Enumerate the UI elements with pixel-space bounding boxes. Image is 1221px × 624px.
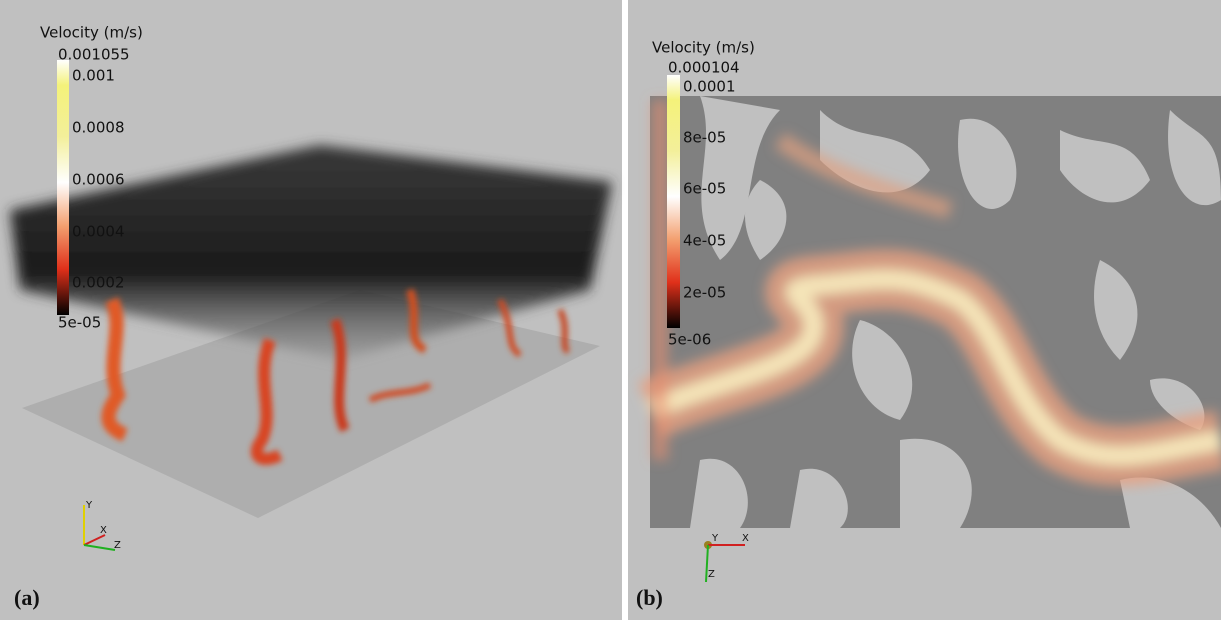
axis-label: Y [85,500,93,511]
colorbar-tick: 2e-05 [683,284,726,302]
colorbar-min-label: 5e-05 [58,314,101,332]
colorbar-tick: 0.0006 [72,171,125,189]
colorbar [667,75,680,328]
figure: Velocity (m/s) 0.001055 0.001 0.0008 0.0… [0,0,1221,620]
axis-label: Y [711,533,719,544]
colorbar-tick: 0.001 [72,67,115,85]
panel-b: Velocity (m/s) 0.000104 0.0001 8e-05 6e-… [628,0,1221,620]
colorbar-tick: 0.0001 [683,78,736,96]
panel-a: Velocity (m/s) 0.001055 0.001 0.0008 0.0… [0,0,622,620]
colorbar-tick: 0.0008 [72,119,125,137]
axis-label: X [742,533,749,544]
axis-label: X [100,525,107,536]
colorbar-min-label: 5e-06 [668,331,711,349]
colorbar-tick: 8e-05 [683,129,726,147]
colorbar-tick: 6e-05 [683,180,726,198]
panel-label: (a) [14,585,40,610]
axis-label: Z [708,569,715,580]
colorbar-max-label: 0.000104 [668,59,740,77]
colorbar [57,60,69,315]
colorbar-tick: 0.0002 [72,274,125,292]
colorbar-tick: 4e-05 [683,232,726,250]
colorbar-tick: 0.0004 [72,223,125,241]
panel-label: (b) [636,585,663,610]
colorbar-max-label: 0.001055 [58,46,130,64]
axis-label: Z [114,540,121,551]
colorbar-title: Velocity (m/s) [652,39,755,57]
colorbar-title: Velocity (m/s) [40,24,143,42]
